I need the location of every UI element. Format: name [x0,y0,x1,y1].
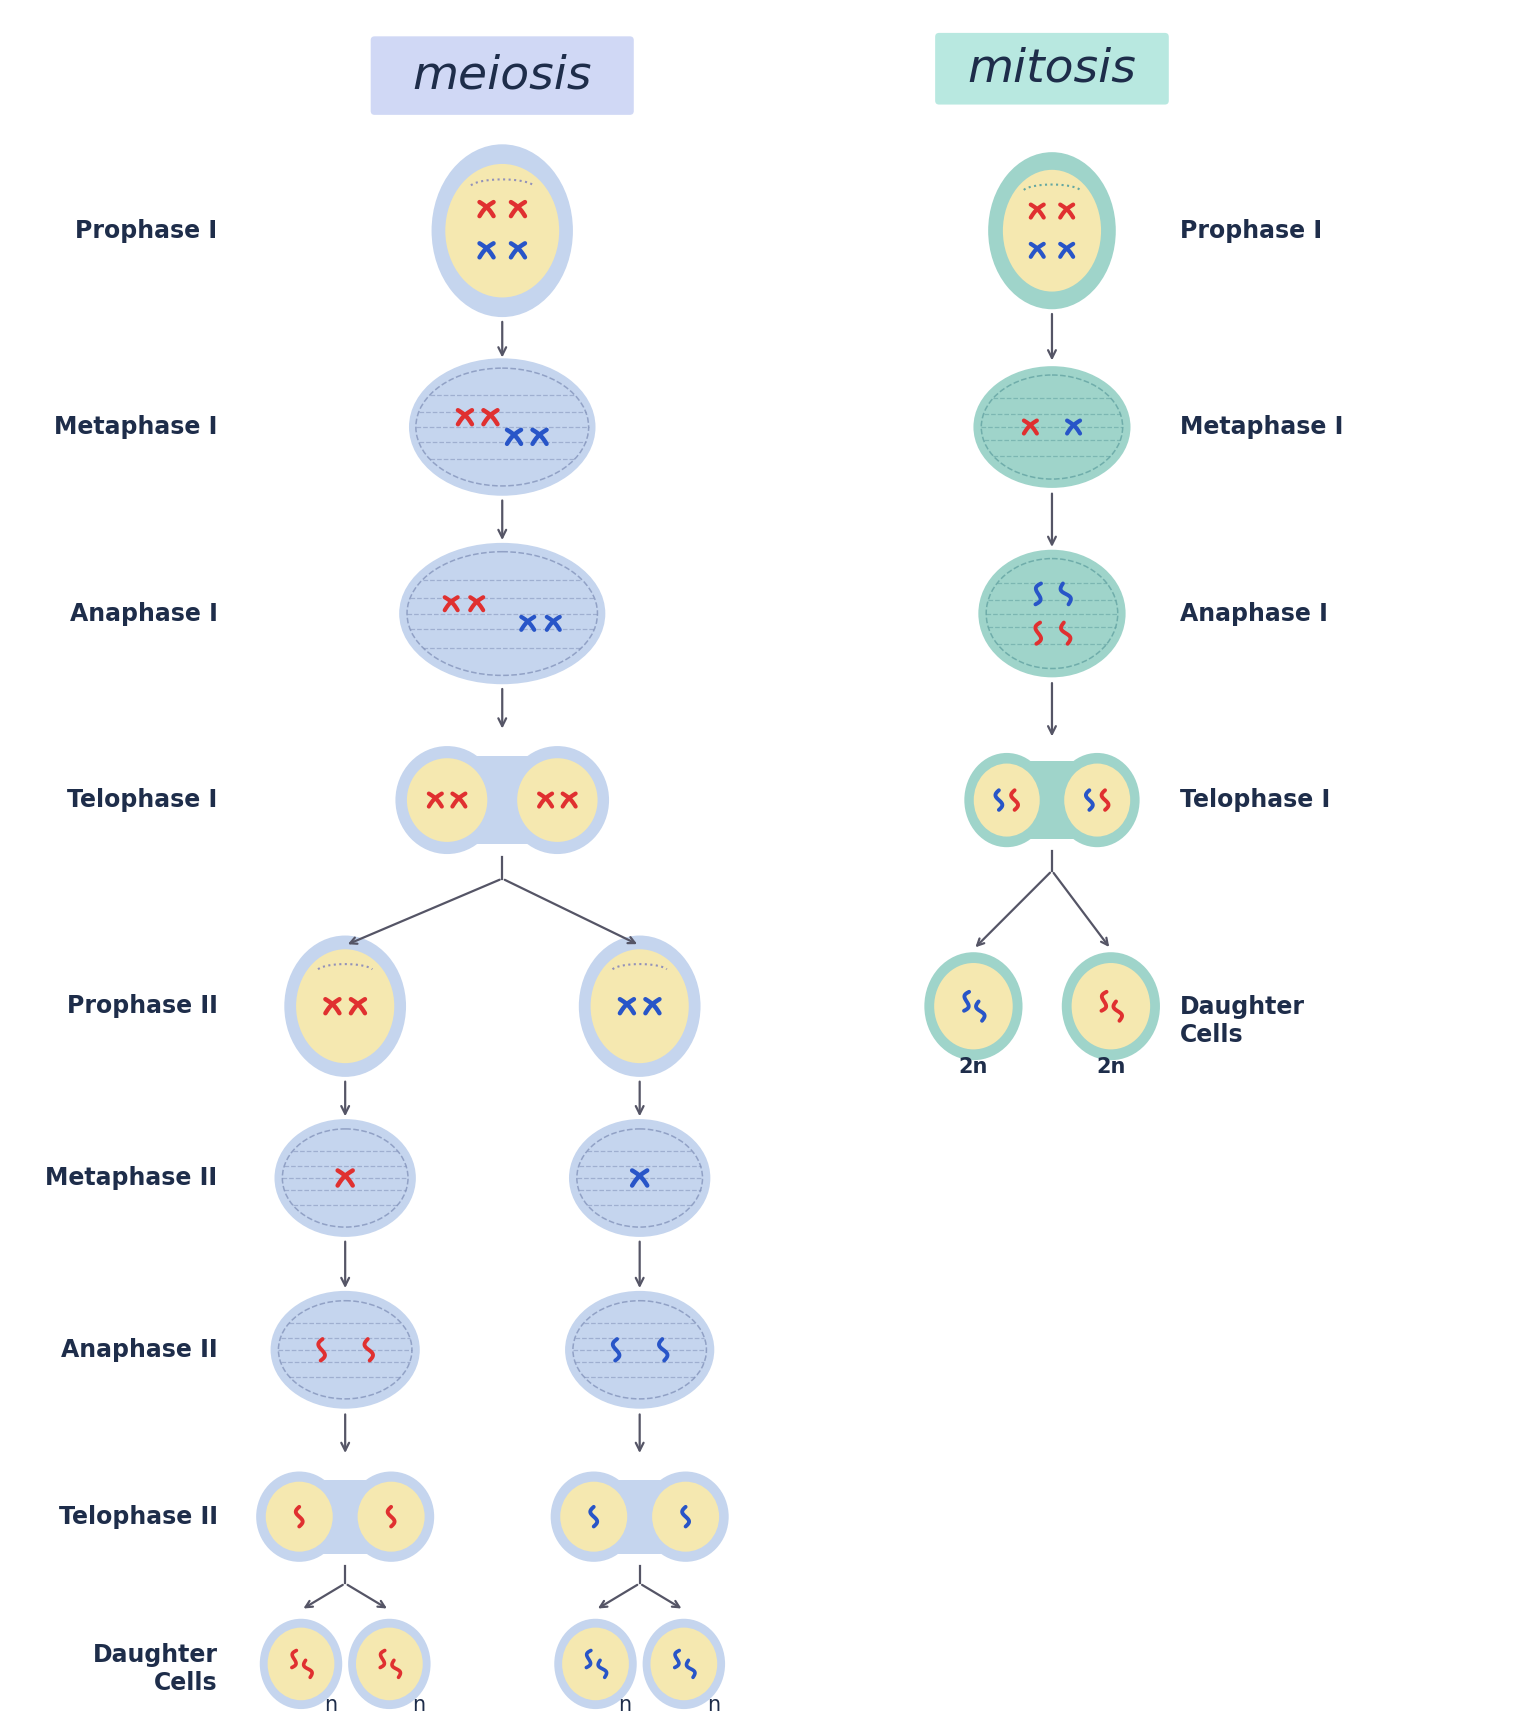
Ellipse shape [296,949,395,1063]
Text: Daughter
Cells: Daughter Cells [1180,994,1304,1046]
Ellipse shape [1061,953,1160,1060]
Ellipse shape [965,753,1049,847]
Text: Metaphase I: Metaphase I [54,416,218,438]
Ellipse shape [395,746,499,854]
Ellipse shape [568,1119,710,1237]
Ellipse shape [1055,753,1140,847]
Ellipse shape [518,759,598,842]
Text: n: n [619,1696,631,1715]
Ellipse shape [1064,764,1130,837]
Ellipse shape [974,764,1040,837]
Ellipse shape [650,1628,717,1701]
Ellipse shape [554,1619,637,1709]
Text: n: n [707,1696,720,1715]
Ellipse shape [561,1481,627,1552]
Ellipse shape [445,165,559,298]
Text: Metaphase I: Metaphase I [1180,416,1342,438]
Text: n: n [324,1696,336,1715]
Text: mitosis: mitosis [968,47,1137,92]
Ellipse shape [284,935,406,1077]
Text: Telophase I: Telophase I [68,788,218,812]
Ellipse shape [260,1619,343,1709]
Text: Telophase I: Telophase I [1180,788,1330,812]
Ellipse shape [257,1472,343,1562]
Text: n: n [412,1696,425,1715]
Ellipse shape [579,935,700,1077]
Ellipse shape [551,1472,637,1562]
Ellipse shape [432,144,573,317]
Text: Anaphase II: Anaphase II [61,1337,218,1361]
Ellipse shape [1003,170,1101,291]
Ellipse shape [505,746,610,854]
Ellipse shape [399,542,605,684]
Bar [323,1479,369,1554]
Bar [475,755,530,843]
Text: Metaphase II: Metaphase II [46,1166,218,1190]
Ellipse shape [565,1290,714,1408]
Ellipse shape [653,1481,719,1552]
Ellipse shape [988,152,1115,310]
Bar [616,1479,662,1554]
Ellipse shape [267,1628,335,1701]
Ellipse shape [349,1472,435,1562]
Ellipse shape [934,963,1012,1050]
Ellipse shape [974,365,1130,488]
Ellipse shape [407,759,487,842]
Text: Prophase I: Prophase I [1180,218,1321,242]
Ellipse shape [590,949,688,1063]
Text: Anaphase I: Anaphase I [1180,601,1327,625]
Ellipse shape [642,1472,728,1562]
FancyBboxPatch shape [935,33,1169,104]
Text: Prophase I: Prophase I [75,218,218,242]
Text: 2n: 2n [958,1057,988,1077]
Text: Daughter
Cells: Daughter Cells [92,1644,218,1694]
Ellipse shape [349,1619,430,1709]
Ellipse shape [978,549,1126,677]
Ellipse shape [562,1628,628,1701]
Text: Telophase II: Telophase II [58,1505,218,1529]
FancyBboxPatch shape [370,36,634,114]
Text: meiosis: meiosis [413,54,591,99]
Ellipse shape [1072,963,1150,1050]
Ellipse shape [356,1628,422,1701]
Ellipse shape [642,1619,725,1709]
Ellipse shape [925,953,1023,1060]
Text: Prophase II: Prophase II [66,994,218,1018]
Ellipse shape [358,1481,424,1552]
Ellipse shape [270,1290,419,1408]
Ellipse shape [409,359,596,495]
Ellipse shape [275,1119,416,1237]
Bar [1029,762,1075,838]
Ellipse shape [266,1481,333,1552]
Text: Anaphase I: Anaphase I [69,601,218,625]
Text: 2n: 2n [1097,1057,1126,1077]
